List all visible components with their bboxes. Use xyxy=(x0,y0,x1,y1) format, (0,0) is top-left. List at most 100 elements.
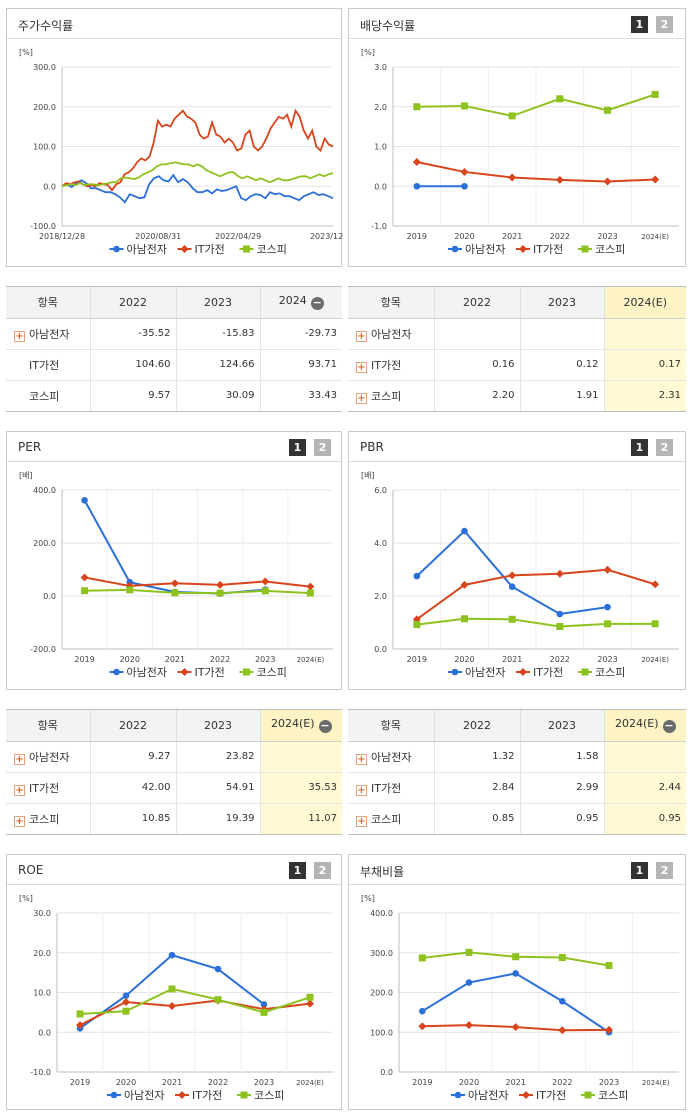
panel-debt: 부채비율 1 2 [%] 400.0 300.0 200.0 100.0 0.0 2019 2… xyxy=(348,854,686,1110)
data-point xyxy=(413,572,421,580)
table-per: 항목 2022 2023 2024(E) − + 아남전자 9.27 23.82 + IT가전 42.… xyxy=(6,709,342,835)
data-point xyxy=(214,965,222,973)
legend-label: 코스피 xyxy=(595,666,625,679)
row-name[interactable]: + 코스피 xyxy=(348,802,435,834)
view-2-button[interactable]: 2 xyxy=(656,862,673,879)
table-header-cell: 2023 xyxy=(176,287,261,319)
header-label: 2024(E) xyxy=(270,717,315,731)
table-cell: 9.27 xyxy=(90,740,177,772)
row-name[interactable]: + IT가전 xyxy=(348,771,435,803)
view-2-button[interactable]: 2 xyxy=(314,862,331,879)
row-name[interactable]: + IT가전 xyxy=(6,771,91,803)
data-point xyxy=(126,586,134,594)
expand-icon[interactable]: + xyxy=(14,330,25,342)
row-label: 코스피 xyxy=(371,389,402,403)
table-row: + IT가전 42.00 54.91 35.53 xyxy=(6,771,342,803)
row-label: 코스피 xyxy=(29,389,60,403)
y-tick-label: 0.0 xyxy=(374,182,387,191)
unit-label: [%] xyxy=(361,48,375,57)
row-name[interactable]: + 코스피 xyxy=(348,379,435,411)
data-point xyxy=(418,1022,427,1031)
y-tick-label: 20.0 xyxy=(33,949,51,958)
legend-marker xyxy=(581,245,589,253)
data-point xyxy=(122,992,130,999)
row-name[interactable]: + IT가전 xyxy=(348,348,435,380)
collapse-icon[interactable]: − xyxy=(662,719,676,734)
x-tick-label: 2022 xyxy=(208,1078,228,1087)
data-point xyxy=(508,571,517,580)
header-label: 2022 xyxy=(463,295,491,309)
header-label: 2024 xyxy=(278,294,307,308)
table-header-cell: 항목 xyxy=(348,710,435,742)
header-label: 2022 xyxy=(119,295,147,309)
data-point xyxy=(651,580,660,589)
expand-icon[interactable]: + xyxy=(14,815,25,827)
data-point xyxy=(604,603,611,611)
row-name[interactable]: + 아남전자 xyxy=(6,740,91,772)
collapse-icon[interactable]: − xyxy=(318,719,332,734)
table-header-cell: 2022 xyxy=(90,710,177,742)
view-1-button[interactable]: 1 xyxy=(631,439,648,456)
expand-icon[interactable]: + xyxy=(14,753,25,765)
expand-icon[interactable]: + xyxy=(356,753,367,765)
row-name[interactable]: + 아남전자 xyxy=(6,317,91,349)
data-point xyxy=(465,948,473,956)
expand-icon[interactable]: + xyxy=(356,815,367,827)
row-name[interactable]: + 아남전자 xyxy=(348,740,435,772)
expand-icon[interactable]: + xyxy=(356,361,367,373)
unit-label: [배] xyxy=(19,471,33,480)
table-cell: 23.82 xyxy=(176,740,261,772)
expand-icon[interactable]: + xyxy=(356,392,367,404)
x-tick-label: 2021 xyxy=(165,655,185,664)
data-point xyxy=(508,615,516,623)
table-cell: 124.66 xyxy=(176,348,261,380)
row-name[interactable]: + 아남전자 xyxy=(348,317,435,349)
x-tick-label: 2023 xyxy=(599,1078,619,1087)
expand-icon[interactable]: + xyxy=(356,330,367,342)
legend-marker xyxy=(178,1091,186,1099)
view-2-button[interactable]: 2 xyxy=(656,16,673,33)
x-tick-label: 2024(E) xyxy=(297,656,325,664)
table-cell: 30.09 xyxy=(176,379,261,411)
series-line xyxy=(61,161,334,188)
data-point xyxy=(508,583,516,591)
x-tick-label: 2022/04/29 xyxy=(215,232,261,241)
data-point xyxy=(413,621,421,629)
data-point xyxy=(461,182,468,190)
x-tick-label: 2021 xyxy=(502,655,522,664)
table-cell: 1.91 xyxy=(520,379,605,411)
view-2-button[interactable]: 2 xyxy=(656,439,673,456)
table-cell: 1.58 xyxy=(520,740,605,772)
view-2-button[interactable]: 2 xyxy=(314,439,331,456)
row-name[interactable]: IT가전 xyxy=(6,348,91,380)
row-name[interactable]: 코스피 xyxy=(6,379,91,411)
legend-label: IT가전 xyxy=(533,243,563,256)
table-header-cell: 2022 xyxy=(434,287,521,319)
legend-marker xyxy=(110,1091,118,1099)
row-label: 코스피 xyxy=(371,812,402,826)
row-name[interactable]: + 코스피 xyxy=(6,802,91,834)
legend-marker xyxy=(519,668,527,676)
expand-icon[interactable]: + xyxy=(356,784,367,796)
table-header-cell: 2024(E) xyxy=(604,287,686,319)
y-tick-label: 400.0 xyxy=(370,909,393,918)
panel-title: ROE xyxy=(18,863,44,877)
data-point xyxy=(80,573,89,582)
data-point xyxy=(413,182,421,190)
data-point xyxy=(556,610,564,618)
data-point xyxy=(465,979,473,986)
series-line xyxy=(79,987,311,1015)
y-tick-label: 10.0 xyxy=(33,989,51,998)
series-line xyxy=(84,588,311,595)
expand-icon[interactable]: + xyxy=(14,784,25,796)
view-1-button[interactable]: 1 xyxy=(631,16,648,33)
legend-marker xyxy=(451,668,459,676)
view-1-button[interactable]: 1 xyxy=(289,439,306,456)
data-point xyxy=(81,497,88,504)
data-point xyxy=(651,175,660,184)
collapse-icon[interactable]: − xyxy=(310,296,324,311)
row-label: 코스피 xyxy=(29,812,60,826)
view-1-button[interactable]: 1 xyxy=(631,862,648,879)
view-1-button[interactable]: 1 xyxy=(289,862,306,879)
